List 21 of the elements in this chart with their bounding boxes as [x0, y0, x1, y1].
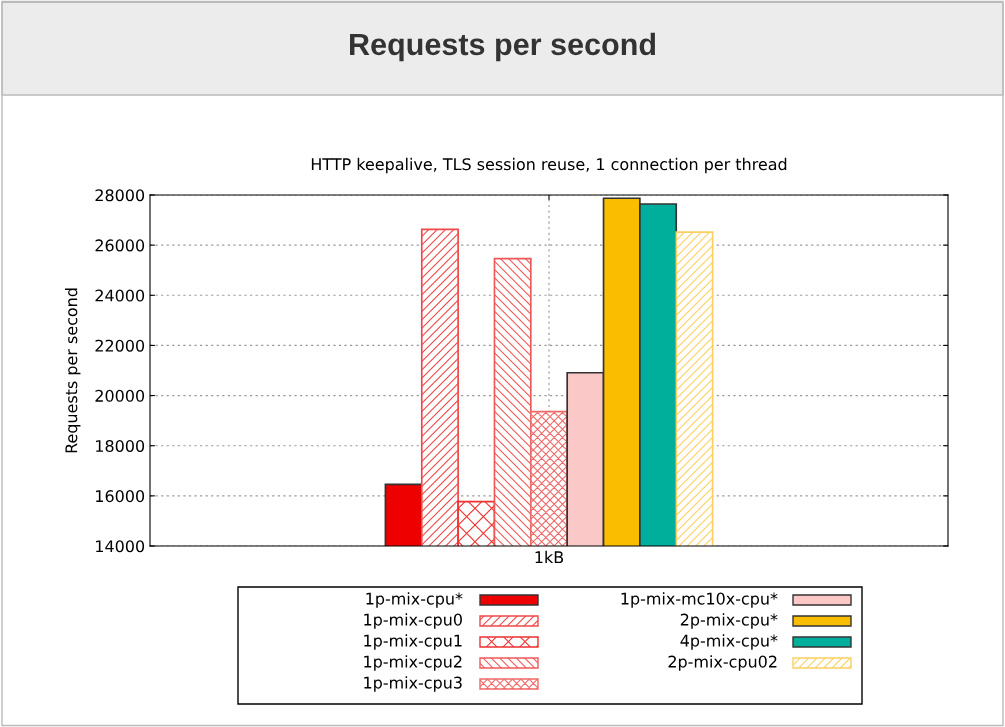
legend-label: 1p-mix-cpu* [366, 592, 463, 608]
y-tick-label: 22000 [95, 339, 145, 352]
legend-label: 4p-mix-cpu* [680, 634, 778, 650]
y-tick-label: 20000 [95, 389, 145, 402]
y-tick-label: 28000 [95, 189, 145, 202]
y-tick-label: 26000 [95, 239, 145, 252]
y-tick-label: 16000 [96, 490, 145, 503]
y-tick-label: 14000 [96, 540, 145, 553]
chart-subtitle: HTTP keepalive, TLS session reuse, 1 connection per thread [311, 157, 787, 174]
chart-title: Requests per second [350, 32, 656, 62]
y-tick-label: 24000 [95, 289, 145, 302]
legend-label: 2p-mix-cpu* [680, 613, 778, 629]
legend-label: 1p-mix-cpu2 [364, 655, 462, 671]
x-tick-label: 1kB [535, 550, 564, 563]
y-axis-title: Requests per second [64, 288, 81, 453]
y-tick-label: 18000 [96, 439, 145, 453]
legend-label: 1p-mix-cpu3 [364, 676, 462, 692]
legend-label: 1p-mix-cpu0 [364, 613, 462, 629]
legend-label: 1p-mix-mc10x-cpu* [621, 592, 778, 608]
legend-label: 2p-mix-cpu02 [668, 655, 777, 671]
legend-label: 1p-mix-cpu1 [364, 634, 462, 650]
